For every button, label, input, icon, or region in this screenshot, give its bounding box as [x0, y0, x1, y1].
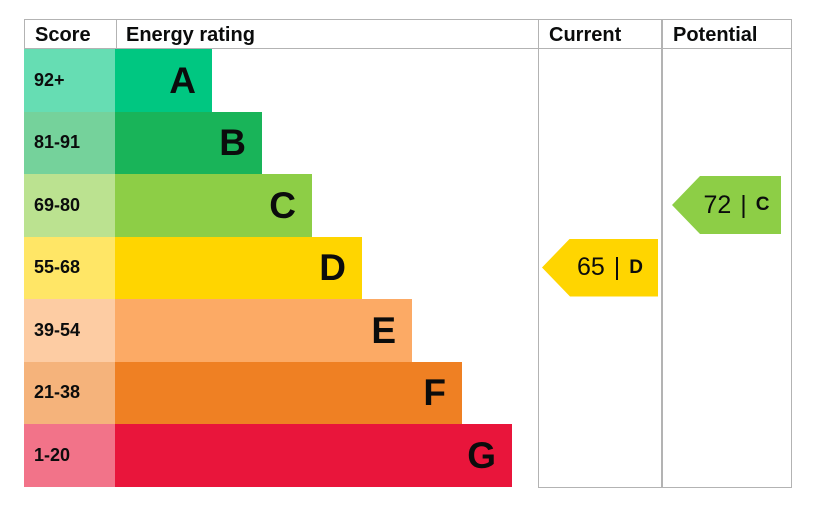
current-column-header: Current — [549, 23, 622, 46]
potential-column-header: Potential — [673, 23, 758, 46]
band-bar-f: F — [115, 361, 462, 424]
band-bar-d: D — [115, 236, 362, 299]
band-letter: G — [467, 434, 496, 476]
band-row-c: 69-80 C — [24, 174, 538, 237]
band-row-g: 1-20 G — [24, 424, 538, 487]
band-bar-e: E — [115, 299, 412, 362]
energy-rating-column-header: Energy rating — [126, 23, 255, 46]
band-letter: E — [371, 309, 396, 351]
band-bar-a: A — [115, 49, 212, 112]
band-letter: A — [169, 59, 196, 101]
score-range: 81-91 — [24, 111, 115, 174]
score-range: 55-68 — [24, 236, 115, 299]
band-bar-b: B — [115, 111, 262, 174]
band-letter: B — [219, 122, 246, 164]
current-rating-separator: | — [613, 253, 621, 281]
potential-rating-band: C — [755, 194, 770, 215]
current-rating-value: 65 — [576, 253, 605, 281]
band-row-a: 92+ A — [24, 49, 538, 112]
current-rating-arrow: 65 | D — [542, 238, 658, 297]
score-range: 69-80 — [24, 174, 115, 237]
header-divider — [116, 20, 117, 50]
table-header-row: Score Energy rating Current Potential — [24, 19, 792, 50]
score-range: 39-54 — [24, 299, 115, 362]
potential-rating-separator: | — [740, 190, 747, 219]
score-range: 1-20 — [24, 424, 115, 487]
energy-rating-table: Score Energy rating Current Potential 92… — [24, 19, 792, 488]
band-row-f: 21-38 F — [24, 361, 538, 424]
band-bar-g: G — [115, 424, 512, 487]
score-range: 21-38 — [24, 361, 115, 424]
band-letter: F — [423, 372, 446, 414]
band-letter: D — [319, 247, 346, 289]
band-bar-c: C — [115, 174, 312, 237]
band-row-d: 55-68 D — [24, 236, 538, 299]
current-column-box — [538, 19, 662, 488]
score-column-header: Score — [35, 23, 91, 46]
band-row-b: 81-91 B — [24, 111, 538, 174]
current-rating-band: D — [629, 256, 644, 278]
potential-rating-value: 72 — [703, 190, 732, 219]
band-row-e: 39-54 E — [24, 299, 538, 362]
potential-column-box — [662, 19, 792, 488]
score-range: 92+ — [24, 49, 115, 112]
band-letter: C — [269, 184, 296, 226]
